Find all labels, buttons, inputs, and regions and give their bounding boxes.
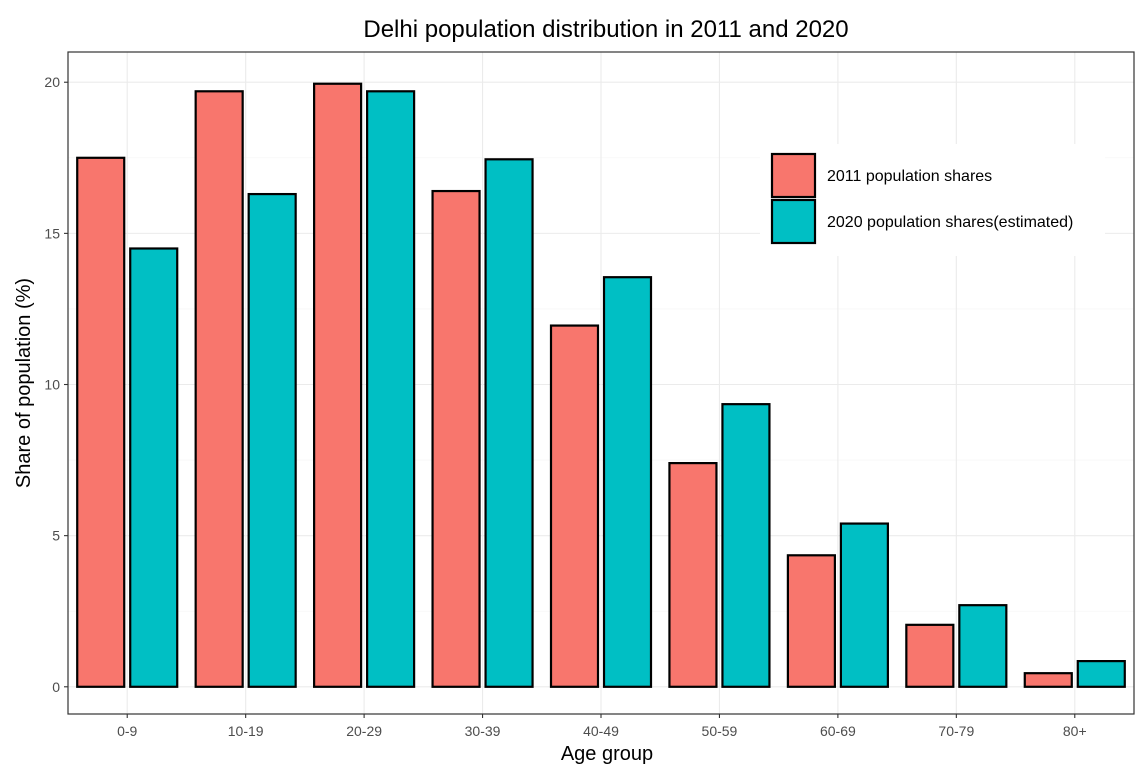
x-tick-label: 70-79 bbox=[938, 723, 974, 739]
legend-label: 2011 population shares bbox=[827, 168, 992, 185]
x-tick-label: 0-9 bbox=[117, 723, 137, 739]
x-tick-label: 10-19 bbox=[228, 723, 264, 739]
bar-2020-0-9 bbox=[129, 247, 179, 688]
x-axis-title: Age group bbox=[561, 743, 653, 765]
grid-lines bbox=[68, 52, 1134, 714]
bar-2011-10-19 bbox=[194, 90, 244, 688]
bar-2020-20-29 bbox=[366, 90, 416, 688]
bar-2020-10-19 bbox=[247, 192, 297, 688]
bar-2020-60-69 bbox=[839, 522, 889, 688]
bars bbox=[76, 82, 1126, 688]
x-tick-label: 80+ bbox=[1063, 723, 1087, 739]
bar-2020-30-39 bbox=[484, 158, 534, 688]
y-tick-label: 5 bbox=[52, 528, 60, 544]
bar-2011-80+ bbox=[1023, 672, 1073, 688]
bar-2020-40-49 bbox=[602, 276, 653, 688]
x-tick-label: 50-59 bbox=[702, 723, 738, 739]
bar-2011-60-69 bbox=[786, 554, 836, 688]
y-tick-label: 0 bbox=[52, 679, 60, 695]
bar-2011-20-29 bbox=[313, 82, 363, 688]
legend: 2011 population shares 2020 population sh… bbox=[760, 144, 1105, 256]
x-tick-label: 30-39 bbox=[465, 723, 501, 739]
legend-key-2011 bbox=[770, 152, 817, 199]
legend-background bbox=[760, 144, 1105, 256]
x-tick-label: 40-49 bbox=[583, 723, 619, 739]
legend-key-2020 bbox=[770, 198, 817, 245]
bar-2011-70-79 bbox=[905, 623, 955, 688]
y-axis-ticks: 0 5 10 15 20 bbox=[44, 74, 68, 695]
chart-title: Delhi population distribution in 2011 an… bbox=[363, 16, 848, 43]
y-axis-title: Share of population (%) bbox=[13, 278, 35, 488]
y-tick-label: 20 bbox=[44, 74, 60, 90]
y-tick-label: 15 bbox=[44, 225, 60, 241]
legend-label: 2020 population shares(estimated) bbox=[827, 214, 1073, 231]
bar-2020-70-79 bbox=[958, 604, 1008, 688]
x-axis-ticks: 0-9 10-19 20-29 30-39 40-49 50-59 60-69 70-79 80… bbox=[117, 714, 1087, 739]
bar-2011-0-9 bbox=[76, 156, 126, 688]
x-tick-label: 20-29 bbox=[346, 723, 382, 739]
bar-2020-80+ bbox=[1076, 660, 1126, 688]
x-tick-label: 60-69 bbox=[820, 723, 856, 739]
bar-2011-50-59 bbox=[668, 462, 718, 688]
bar-2020-50-59 bbox=[721, 403, 771, 688]
bar-2011-30-39 bbox=[431, 189, 481, 688]
y-tick-label: 10 bbox=[44, 377, 60, 393]
bar-2011-40-49 bbox=[549, 324, 600, 688]
